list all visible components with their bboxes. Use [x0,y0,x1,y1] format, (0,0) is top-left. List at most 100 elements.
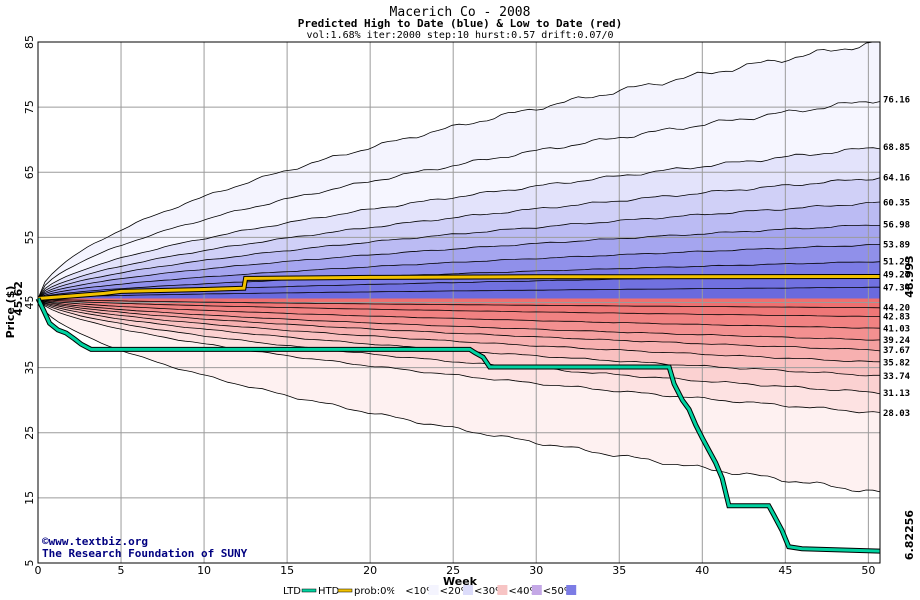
y-tick-label: 45 [23,296,36,310]
y-tick-label: 35 [23,361,36,375]
band-boundary [37,261,881,299]
band-boundary [37,298,881,329]
x-tick-label: 0 [35,564,42,577]
x-tick-label: 25 [446,564,460,577]
band-boundary [37,177,881,299]
upper-band-area [38,147,880,299]
ltd-final-label: 6.82256 [903,510,916,560]
y-axis-ticks: 5 15 25 35 45 55 65 75 85 [23,35,36,567]
x-tick-label: 30 [529,564,543,577]
band-boundary [37,298,881,317]
x-tick-label: 20 [363,564,377,577]
upper-band-area [38,274,880,299]
band-end-label: 56.98 [883,220,910,230]
x-tick-label: 15 [280,564,294,577]
legend-prob-label: <40% [508,586,539,597]
y-tick-label: 55 [23,230,36,244]
x-axis-ticks: 0 5 10 15 20 25 30 35 40 45 50 [35,564,876,577]
band-boundary [37,298,881,493]
legend-prob-label: <50% [543,586,574,597]
y-tick-label: 75 [23,100,36,114]
legend-prob-label: <30% [474,586,505,597]
lower-band-area [38,298,880,329]
legend-prob-swatch [497,585,508,595]
band-end-label: 33.74 [883,372,911,382]
band-boundary [37,298,881,363]
legend-htd-swatch [337,588,353,593]
start-price-label: 45.62 [12,281,25,316]
upper-band-area [38,177,880,299]
band-end-label: 31.13 [883,389,910,399]
lower-band-area [38,298,880,308]
upper-band-area [38,42,880,299]
legend-prob-label: <10% [405,586,436,597]
x-tick-label: 50 [861,564,875,577]
legend-prob-swatch [566,585,577,595]
band-end-label: 47.34 [883,283,911,293]
band-end-label: 49.27 [883,271,910,281]
band-boundary [37,298,881,352]
band-end-label: 28.03 [883,409,910,419]
upper-band-area [38,244,880,299]
legend-prob-swatch [394,585,405,595]
x-tick-label: 10 [197,564,211,577]
band-boundary [37,41,880,299]
band-end-label: 60.35 [883,199,910,209]
upper-band-area [38,261,880,299]
chart-subtitle: Predicted High to Date (blue) & Low to D… [298,17,623,30]
band-end-label: 41.03 [883,324,910,334]
y-tick-label: 5 [23,560,36,567]
y-tick-label: 15 [23,491,36,505]
credit-line-2: The Research Foundation of SUNY [42,547,248,560]
credit-line-1: ©www.textbiz.org [42,535,148,548]
htd-line [37,275,881,300]
band-end-label: 76.16 [883,96,910,106]
lower-band-area [38,298,880,341]
band-boundary [37,298,881,341]
x-tick-label: 5 [118,564,125,577]
band-boundary [37,298,881,395]
chart-params: vol:1.68% iter:2000 step:10 hurst:0.57 d… [306,30,613,41]
legend-prob-label: prob:0% [354,586,396,597]
band-end-label: 44.20 [883,304,910,314]
x-tick-label: 45 [778,564,792,577]
legend-prob-swatch [428,585,439,595]
plot-frame [37,41,881,564]
band-boundary [37,101,881,299]
y-tick-label: 25 [23,426,36,440]
series-lines [35,274,881,554]
lower-band-area [38,298,880,351]
band-end-label: 53.89 [883,241,910,251]
legend-prob-label: <20% [440,586,471,597]
band-boundary [37,298,881,309]
x-axis-label: Week [443,575,478,588]
band-end-label: 35.82 [883,358,910,368]
upper-band-area [38,202,880,299]
band-end-label: 39.24 [883,336,911,346]
upper-band-area [38,287,880,299]
legend-prob-swatch [531,585,542,595]
lower-band-area [38,298,880,492]
band-boundary [37,224,881,299]
ltd-line [36,297,881,553]
band-boundary [37,201,881,299]
band-end-label: 42.83 [883,313,910,323]
y-tick-label: 65 [23,165,36,179]
band-boundary-lines [37,41,881,493]
legend-htd-label: HTD [318,586,340,597]
band-end-labels: 76.16 68.85 64.16 60.35 56.98 53.89 51.29 49.27… [883,96,911,419]
band-end-label: 51.29 [883,258,910,268]
legend: LTD HTD prob:0% <10% <20% <30% <40% <50% [283,585,577,597]
lower-band-area [38,298,880,376]
band-end-label: 37.67 [883,346,910,356]
chart-title: Macerich Co - 2008 [390,5,531,20]
x-tick-label: 40 [695,564,709,577]
y-axis-label: Price ($) [4,286,17,339]
legend-ltd-label: LTD [283,586,301,597]
band-end-label: 68.85 [883,143,910,153]
lower-band-area [38,298,880,362]
x-tick-label: 35 [612,564,626,577]
band-boundary [37,147,881,299]
band-boundary [37,244,881,299]
